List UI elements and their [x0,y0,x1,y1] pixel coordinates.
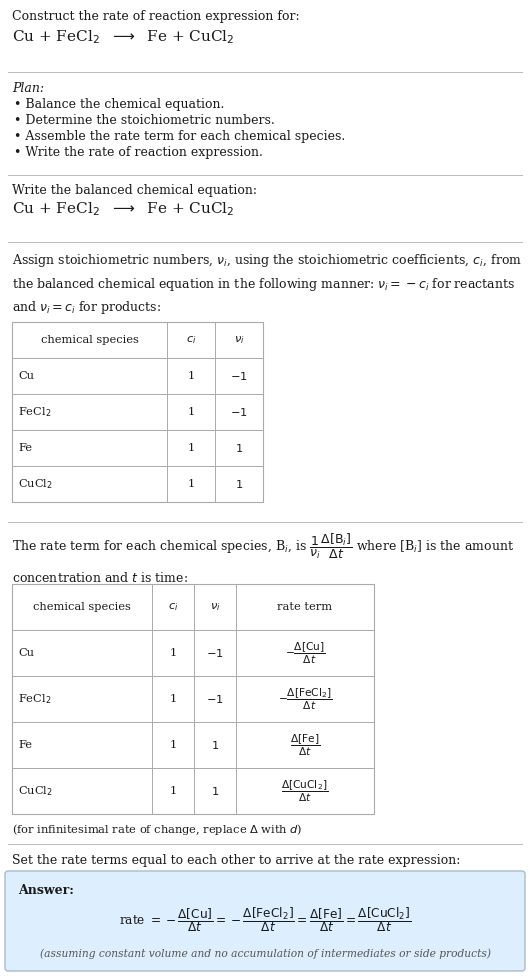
Text: $\nu_i$: $\nu_i$ [234,334,244,346]
Text: 1: 1 [188,407,195,417]
Text: Plan:: Plan: [12,82,44,95]
Text: 1: 1 [170,694,176,704]
Text: 1: 1 [188,479,195,489]
Text: 1: 1 [188,371,195,381]
Text: $-\dfrac{\Delta[\mathrm{Cu}]}{\Delta t}$: $-\dfrac{\Delta[\mathrm{Cu}]}{\Delta t}$ [285,640,325,666]
Text: FeCl$_2$: FeCl$_2$ [18,405,51,419]
Text: Cu + FeCl$_2$  $\longrightarrow$  Fe + CuCl$_2$: Cu + FeCl$_2$ $\longrightarrow$ Fe + CuC… [12,200,235,218]
Text: • Write the rate of reaction expression.: • Write the rate of reaction expression. [14,146,263,159]
Text: 1: 1 [170,648,176,658]
Text: CuCl$_2$: CuCl$_2$ [18,784,53,798]
Text: rate $= -\dfrac{\Delta[\mathrm{Cu}]}{\Delta t} = -\dfrac{\Delta[\mathrm{FeCl_2}]: rate $= -\dfrac{\Delta[\mathrm{Cu}]}{\De… [119,905,411,934]
Text: $-1$: $-1$ [230,370,248,382]
Text: $-\dfrac{\Delta[\mathrm{FeCl_2}]}{\Delta t}$: $-\dfrac{\Delta[\mathrm{FeCl_2}]}{\Delta… [278,686,332,712]
Text: (for infinitesimal rate of change, replace $\Delta$ with $d$): (for infinitesimal rate of change, repla… [12,822,303,837]
Text: $-1$: $-1$ [230,406,248,418]
Bar [12,584,374,814]
Text: FeCl$_2$: FeCl$_2$ [18,692,51,706]
Text: $1$: $1$ [235,442,243,454]
Text: $\dfrac{\Delta[\mathrm{CuCl_2}]}{\Delta t}$: $\dfrac{\Delta[\mathrm{CuCl_2}]}{\Delta … [281,778,329,803]
Text: Construct the rate of reaction expression for:: Construct the rate of reaction expressio… [12,10,299,23]
Text: Cu: Cu [18,648,34,658]
Text: 1: 1 [188,443,195,453]
Text: 1: 1 [170,740,176,750]
Text: $1$: $1$ [211,739,219,751]
Text: Answer:: Answer: [18,884,74,897]
Text: Write the balanced chemical equation:: Write the balanced chemical equation: [12,184,257,197]
Bar [12,322,263,502]
Text: $\nu_i$: $\nu_i$ [210,601,220,613]
Text: • Assemble the rate term for each chemical species.: • Assemble the rate term for each chemic… [14,130,345,143]
Text: Cu: Cu [18,371,34,381]
Text: $\dfrac{\Delta[\mathrm{Fe}]}{\Delta t}$: $\dfrac{\Delta[\mathrm{Fe}]}{\Delta t}$ [290,732,320,757]
Text: rate term: rate term [277,602,332,612]
FancyBboxPatch shape [5,871,525,971]
Text: 1: 1 [170,786,176,796]
Text: • Determine the stoichiometric numbers.: • Determine the stoichiometric numbers. [14,114,275,127]
Text: $c_i$: $c_i$ [168,601,178,613]
Text: • Balance the chemical equation.: • Balance the chemical equation. [14,98,224,111]
Text: $-1$: $-1$ [206,693,224,705]
Text: (assuming constant volume and no accumulation of intermediates or side products): (assuming constant volume and no accumul… [40,949,490,959]
Text: Set the rate terms equal to each other to arrive at the rate expression:: Set the rate terms equal to each other t… [12,854,461,867]
Text: Cu + FeCl$_2$  $\longrightarrow$  Fe + CuCl$_2$: Cu + FeCl$_2$ $\longrightarrow$ Fe + CuC… [12,28,235,46]
Text: chemical species: chemical species [33,602,131,612]
Text: $1$: $1$ [211,785,219,797]
Text: $-1$: $-1$ [206,647,224,659]
Text: chemical species: chemical species [41,335,138,345]
Text: $1$: $1$ [235,478,243,490]
Text: The rate term for each chemical species, B$_i$, is $\dfrac{1}{\nu_i}\dfrac{\Delt: The rate term for each chemical species,… [12,532,514,585]
Text: $c_i$: $c_i$ [186,334,196,346]
Text: Fe: Fe [18,443,32,453]
Text: Fe: Fe [18,740,32,750]
Text: Assign stoichiometric numbers, $\nu_i$, using the stoichiometric coefficients, $: Assign stoichiometric numbers, $\nu_i$, … [12,252,522,316]
Text: CuCl$_2$: CuCl$_2$ [18,477,53,491]
